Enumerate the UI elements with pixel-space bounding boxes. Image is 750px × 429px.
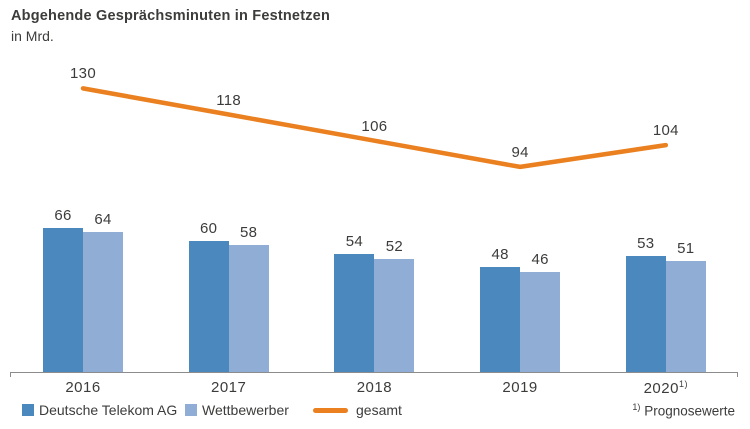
bar-value-label: 48 — [491, 246, 509, 264]
legend-label-deutsche-telekom: Deutsche Telekom AG — [39, 402, 178, 418]
bar-wettbewerber-2018 — [374, 258, 415, 372]
legend: Deutsche Telekom AG Wettbewerber gesamt — [0, 402, 750, 420]
chart-title: Abgehende Gesprächsminuten in Festnetzen — [11, 8, 330, 24]
line-value-label: 104 — [652, 122, 679, 140]
x-tick-label-2016: 2016 — [65, 379, 101, 396]
line-value-label: 118 — [216, 91, 242, 109]
legend-item-deutsche-telekom: Deutsche Telekom AG — [22, 402, 177, 418]
bar-wettbewerber-2017 — [228, 245, 269, 372]
bar-deutsche-telekom-ag-2018 — [334, 254, 375, 372]
bar-value-label: 54 — [345, 233, 364, 251]
bar-deutsche-telekom-ag-2020 — [625, 256, 666, 372]
x-tick-label-2020: 20201) — [643, 379, 688, 397]
legend-item-gesamt: gesamt — [313, 402, 402, 418]
bar-wettbewerber-2020 — [665, 260, 706, 372]
telekom-swatch-icon — [22, 404, 34, 416]
wettbewerber-swatch-icon — [185, 404, 197, 416]
line-value-label: 130 — [70, 65, 96, 83]
bar-wettbewerber-2016 — [83, 232, 123, 372]
line-value-label: 94 — [511, 143, 529, 161]
line-value-label: 106 — [361, 117, 388, 135]
x-tick-label-2017: 2017 — [211, 379, 247, 396]
footnote-marker: 1) — [632, 402, 641, 412]
bar-deutsche-telekom-ag-2017 — [188, 241, 229, 372]
legend-item-wettbewerber: Wettbewerber — [185, 402, 289, 418]
bar-value-label: 60 — [200, 220, 218, 238]
bar-value-label: 51 — [677, 239, 695, 257]
x-tick-label-2018: 2018 — [356, 379, 393, 396]
bar-deutsche-telekom-ag-2019 — [480, 267, 521, 372]
gesamt-line-swatch-icon — [313, 408, 348, 413]
bar-deutsche-telekom-ag-2016 — [43, 228, 83, 372]
legend-label-wettbewerber: Wettbewerber — [202, 402, 289, 418]
bar-value-label: 52 — [385, 237, 404, 255]
bar-value-label: 66 — [54, 207, 72, 224]
x-tick-label-2019: 2019 — [502, 379, 538, 396]
bar-wettbewerber-2019 — [520, 271, 561, 372]
legend-label-gesamt: gesamt — [356, 402, 402, 418]
bar-value-label: 58 — [240, 224, 258, 242]
bar-value-label: 64 — [94, 211, 112, 229]
footnote-text: Prognosewerte — [644, 403, 735, 419]
bar-value-label: 53 — [637, 235, 655, 253]
chart-unit-label: in Mrd. — [11, 28, 54, 44]
bar-value-label: 46 — [531, 250, 549, 268]
x-axis — [10, 372, 738, 377]
footnote: 1) Prognosewerte — [632, 402, 735, 419]
